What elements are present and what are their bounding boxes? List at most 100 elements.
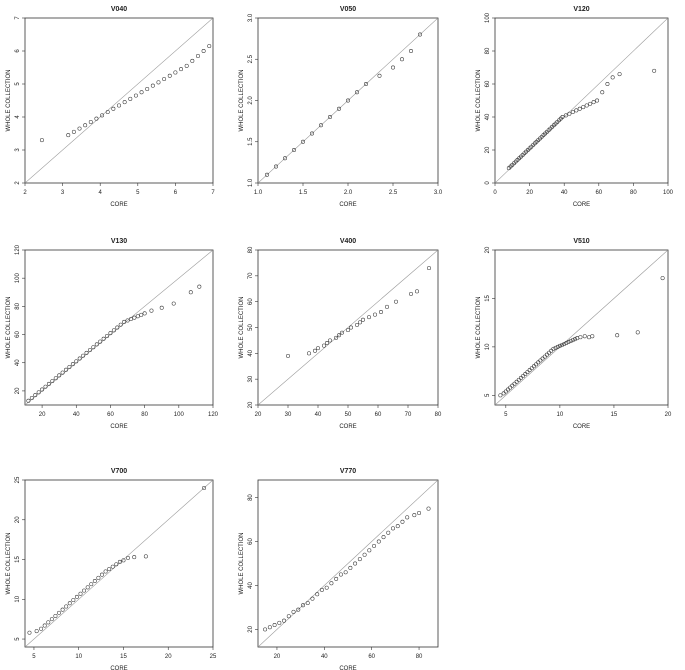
data-point bbox=[101, 336, 106, 341]
x-axis-label: CORE bbox=[339, 424, 356, 430]
data-point bbox=[156, 80, 161, 85]
data-point bbox=[77, 356, 82, 361]
data-point bbox=[355, 90, 359, 95]
data-point bbox=[357, 557, 362, 562]
data-point bbox=[581, 105, 586, 110]
data-point bbox=[212, 42, 213, 44]
data-point bbox=[83, 123, 88, 128]
data-point bbox=[108, 331, 113, 336]
data-point bbox=[498, 393, 503, 398]
data-point bbox=[514, 379, 519, 384]
data-point bbox=[283, 156, 287, 161]
panel-v120: V120 0 20 40 60 80 100 0 20 40 60 80 100 CORE WHOLE CO… bbox=[476, 6, 674, 208]
data-point bbox=[652, 68, 657, 73]
data-point bbox=[510, 383, 515, 388]
data-point bbox=[33, 393, 38, 398]
y-tick-label: 40 bbox=[485, 113, 491, 120]
y-tick-label: 3 bbox=[15, 148, 21, 152]
data-point bbox=[328, 115, 332, 119]
data-point bbox=[367, 315, 371, 320]
data-point bbox=[610, 75, 615, 80]
data-point bbox=[427, 266, 431, 271]
data-point bbox=[615, 333, 620, 338]
data-point bbox=[315, 592, 320, 597]
data-point bbox=[122, 100, 127, 105]
data-point bbox=[305, 601, 310, 606]
data-point bbox=[71, 598, 76, 603]
data-point bbox=[529, 366, 534, 371]
x-tick-label: 40 bbox=[315, 412, 322, 418]
data-point bbox=[57, 373, 62, 378]
data-point bbox=[570, 110, 575, 115]
data-point bbox=[521, 373, 526, 378]
data-point bbox=[563, 113, 568, 118]
plot-frame bbox=[24, 479, 214, 648]
y-tick-label: 5 bbox=[15, 637, 21, 641]
data-point bbox=[39, 626, 44, 631]
data-point bbox=[150, 83, 155, 88]
data-point bbox=[367, 548, 372, 553]
x-tick-label: 2.5 bbox=[389, 190, 398, 196]
data-point bbox=[587, 335, 592, 340]
y-tick-label: 80 bbox=[248, 494, 254, 501]
data-point bbox=[319, 587, 324, 592]
data-point bbox=[362, 552, 367, 557]
data-point bbox=[142, 311, 147, 316]
data-point bbox=[292, 148, 296, 152]
data-point bbox=[578, 335, 583, 340]
data-point bbox=[110, 564, 115, 569]
panel-v040: V040 2 3 4 5 6 7 2 3 4 5 6 7 CORE WHOLE COLLECTION bbox=[6, 6, 215, 208]
data-point bbox=[415, 289, 419, 294]
data-point bbox=[582, 334, 587, 339]
y-tick-label: 1.0 bbox=[248, 178, 254, 187]
data-point bbox=[418, 32, 422, 37]
data-point bbox=[98, 339, 103, 344]
data-point bbox=[67, 601, 72, 606]
data-point bbox=[560, 115, 565, 119]
data-point bbox=[64, 604, 69, 609]
data-point bbox=[77, 126, 82, 131]
data-point bbox=[89, 582, 94, 587]
data-point bbox=[291, 609, 296, 614]
x-tick-label: 10 bbox=[557, 412, 564, 418]
data-point bbox=[114, 562, 119, 567]
y-tick-label: 3.0 bbox=[248, 13, 254, 22]
data-point bbox=[274, 164, 278, 169]
data-point bbox=[595, 98, 600, 103]
reference-line bbox=[495, 18, 668, 183]
data-point bbox=[564, 341, 569, 345]
data-point bbox=[132, 315, 137, 320]
reference-line bbox=[495, 250, 668, 405]
data-point bbox=[81, 353, 86, 358]
x-tick-label: 3.0 bbox=[434, 190, 443, 196]
panel-v400: V400 20 30 40 50 60 70 80 20 30 40 50 60 70 80 CORE WHOL… bbox=[239, 238, 442, 430]
data-point bbox=[117, 559, 122, 564]
x-tick-label: 1.0 bbox=[254, 190, 263, 196]
data-point bbox=[376, 539, 381, 544]
data-point bbox=[277, 620, 282, 625]
panel-title: V700 bbox=[111, 468, 127, 475]
data-point bbox=[573, 337, 577, 342]
y-tick-label: 20 bbox=[15, 387, 21, 394]
x-tick-label: 3 bbox=[61, 190, 65, 196]
panel-v770: V770 20 40 60 80 20 40 60 80 CORE WHOLE COLLECTION bbox=[239, 468, 439, 670]
plot-frame bbox=[24, 17, 214, 184]
y-tick-label: 60 bbox=[485, 80, 491, 87]
y-tick-label: 70 bbox=[248, 272, 254, 279]
data-point bbox=[301, 603, 305, 608]
x-tick-label: 30 bbox=[285, 412, 292, 418]
data-point bbox=[171, 301, 176, 306]
y-tick-label: 5 bbox=[485, 393, 491, 397]
x-tick-label: 0 bbox=[493, 190, 497, 196]
y-tick-label: 2.5 bbox=[248, 54, 254, 63]
panel-title: V120 bbox=[573, 6, 589, 13]
y-axis-label: WHOLE COLLECTION bbox=[239, 296, 245, 358]
x-tick-label: 40 bbox=[561, 190, 568, 196]
data-point bbox=[400, 57, 404, 62]
data-point bbox=[553, 345, 558, 350]
data-point bbox=[195, 53, 200, 58]
y-tick-label: 50 bbox=[248, 324, 254, 331]
data-point bbox=[105, 333, 110, 338]
data-point bbox=[188, 290, 193, 295]
x-axis-label: CORE bbox=[339, 202, 356, 208]
